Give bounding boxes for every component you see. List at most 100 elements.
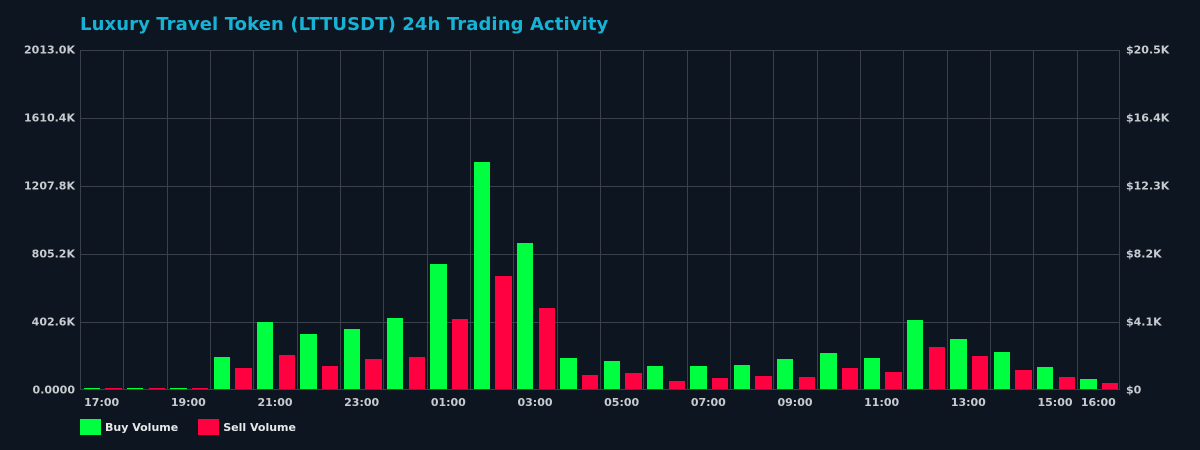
- bar-buy[interactable]: [126, 387, 144, 389]
- gridline-vertical: [383, 51, 385, 389]
- sell-swatch-icon: [198, 419, 220, 435]
- bar-sell[interactable]: [841, 368, 859, 389]
- y-tick-right: $4.1K: [1126, 315, 1162, 329]
- y-tick-left: 1207.8K: [24, 179, 75, 193]
- bar-sell[interactable]: [235, 368, 252, 389]
- bar-buy[interactable]: [1036, 367, 1054, 389]
- gridline-vertical: [600, 51, 601, 389]
- bar-buy[interactable]: [430, 264, 447, 389]
- gridline-vertical: [990, 51, 991, 389]
- bar-sell[interactable]: [148, 387, 166, 389]
- gridline-vertical: [1076, 51, 1078, 389]
- bar-sell[interactable]: [191, 387, 209, 389]
- bar-sell[interactable]: [1058, 377, 1076, 389]
- bar-sell[interactable]: [668, 381, 686, 389]
- gridline-vertical: [210, 51, 211, 389]
- plot-area: [80, 50, 1120, 390]
- gridline-vertical: [903, 51, 905, 389]
- legend-item-buy[interactable]: Buy Volume: [80, 419, 178, 435]
- x-tick: 01:00: [430, 396, 466, 409]
- y-tick-right: $8.2K: [1126, 247, 1162, 261]
- x-tick: 17:00: [84, 396, 120, 409]
- bar-buy[interactable]: [560, 358, 577, 389]
- bar-buy[interactable]: [256, 322, 274, 389]
- bar-sell[interactable]: [1015, 370, 1032, 389]
- bar-sell[interactable]: [408, 357, 426, 389]
- bar-buy[interactable]: [343, 329, 361, 389]
- bar-buy[interactable]: [863, 358, 881, 389]
- gridline-vertical: [860, 51, 861, 389]
- bar-sell[interactable]: [711, 378, 729, 389]
- y-tick-left: 402.6K: [31, 315, 75, 329]
- bar-sell[interactable]: [278, 355, 296, 389]
- bar-buy[interactable]: [170, 387, 187, 389]
- bar-buy[interactable]: [733, 365, 751, 389]
- bar-buy[interactable]: [603, 361, 621, 389]
- bar-sell[interactable]: [495, 276, 512, 389]
- gridline-vertical: [253, 51, 255, 389]
- x-tick: 15:00: [1037, 396, 1073, 409]
- bar-buy[interactable]: [300, 334, 317, 389]
- bar-sell[interactable]: [538, 308, 556, 389]
- y-tick-left: 805.2K: [31, 247, 75, 261]
- bar-buy[interactable]: [993, 352, 1011, 389]
- bar-buy[interactable]: [906, 320, 924, 389]
- gridline-vertical: [946, 51, 948, 389]
- bar-buy[interactable]: [690, 366, 707, 389]
- bar-sell[interactable]: [581, 375, 599, 389]
- gridline-vertical: [643, 51, 645, 389]
- bar-buy[interactable]: [950, 339, 967, 389]
- bar-buy[interactable]: [776, 359, 794, 389]
- gridline-vertical: [340, 51, 341, 389]
- x-tick: 13:00: [950, 396, 986, 409]
- x-tick: 11:00: [864, 396, 900, 409]
- bar-sell[interactable]: [625, 373, 642, 389]
- gridline-vertical: [686, 51, 688, 389]
- y-tick-right: $20.5K: [1126, 43, 1170, 57]
- bar-buy[interactable]: [516, 242, 534, 389]
- gridline-vertical: [773, 51, 775, 389]
- y-tick-right: $0: [1126, 383, 1142, 397]
- bar-buy[interactable]: [1080, 379, 1097, 389]
- bar-sell[interactable]: [321, 366, 339, 389]
- legend-label-sell: Sell Volume: [223, 420, 296, 434]
- gridline-vertical: [296, 51, 298, 389]
- chart-title: Luxury Travel Token (LTTUSDT) 24h Tradin…: [80, 14, 609, 35]
- bar-sell[interactable]: [885, 372, 902, 389]
- gridline-vertical: [730, 51, 731, 389]
- gridline-vertical: [123, 51, 125, 389]
- gridline-vertical: [556, 51, 558, 389]
- gridline-vertical: [426, 51, 428, 389]
- bar-sell[interactable]: [451, 319, 469, 389]
- bar-buy[interactable]: [83, 387, 101, 389]
- y-tick-right: $16.4K: [1126, 111, 1170, 125]
- x-tick: 07:00: [690, 396, 726, 409]
- bar-sell[interactable]: [928, 347, 946, 389]
- bar-sell[interactable]: [755, 376, 772, 389]
- y-tick-right: $12.3K: [1126, 179, 1170, 193]
- x-tick: 05:00: [604, 396, 640, 409]
- x-tick: 23:00: [344, 396, 380, 409]
- bar-sell[interactable]: [105, 387, 122, 389]
- bar-buy[interactable]: [473, 161, 491, 389]
- bar-sell[interactable]: [1101, 382, 1119, 389]
- x-tick: 19:00: [170, 396, 206, 409]
- bar-buy[interactable]: [386, 318, 404, 389]
- bar-sell[interactable]: [971, 356, 989, 389]
- bar-buy[interactable]: [646, 366, 664, 389]
- bar-buy[interactable]: [820, 353, 837, 389]
- legend-item-sell[interactable]: Sell Volume: [198, 419, 296, 435]
- gridline-vertical: [1033, 51, 1035, 389]
- y-tick-left: 0.0000: [32, 383, 75, 397]
- bar-buy[interactable]: [213, 357, 231, 389]
- y-tick-left: 2013.0K: [24, 43, 75, 57]
- gridline-vertical: [470, 51, 471, 389]
- gridline-vertical: [816, 51, 818, 389]
- bar-sell[interactable]: [798, 377, 816, 389]
- gridline-vertical: [513, 51, 515, 389]
- y-tick-left: 1610.4K: [24, 111, 75, 125]
- buy-swatch-icon: [80, 419, 101, 435]
- bar-sell[interactable]: [365, 359, 382, 389]
- x-tick: 16:00: [1080, 396, 1116, 409]
- legend: Buy Volume Sell Volume: [80, 419, 316, 435]
